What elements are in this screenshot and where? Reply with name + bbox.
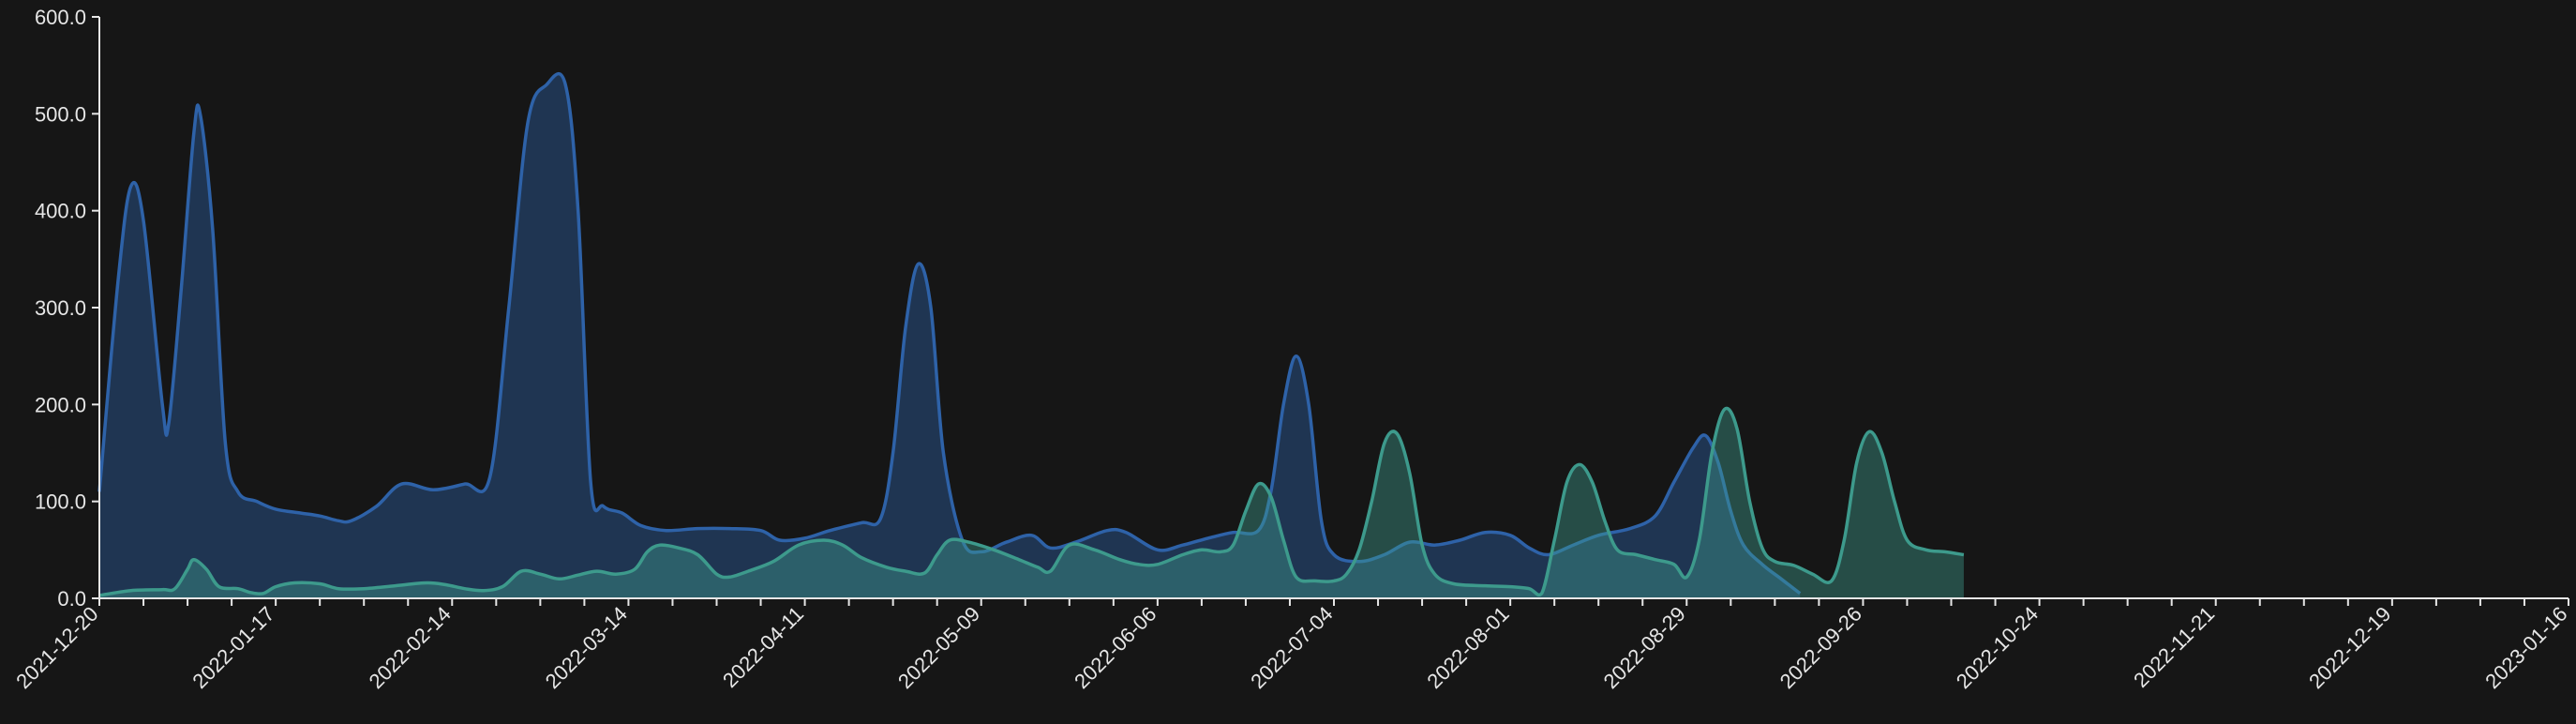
x-tick-label: 2022-11-21 <box>2129 602 2219 692</box>
x-tick-label: 2022-12-19 <box>2304 602 2395 693</box>
x-tick-label: 2022-03-14 <box>541 602 632 693</box>
x-tick-label: 2022-02-14 <box>365 602 456 693</box>
x-tick-label: 2022-08-29 <box>1599 602 1690 693</box>
x-axis: 2021-12-20 2022-01-17 2022-02-14 2022-03-14… <box>11 597 2572 693</box>
series-teal-area <box>99 408 1964 598</box>
x-tick-label: 2022-07-04 <box>1246 602 1337 693</box>
series-blue-area <box>99 73 1801 598</box>
series-areas <box>97 71 1965 598</box>
x-tick-label: 2023-01-16 <box>2480 602 2571 693</box>
y-tick-label: 300.0 <box>35 296 86 320</box>
series-teal-line <box>98 406 1965 597</box>
y-tick-label: 100.0 <box>35 490 86 514</box>
y-tick-label: 200.0 <box>35 393 86 416</box>
x-tick-label: 2022-05-09 <box>893 602 984 693</box>
y-tick-label: 600.0 <box>35 6 86 29</box>
series-blue-line <box>97 71 1802 596</box>
x-tick-label: 2022-08-01 <box>1422 602 1513 693</box>
x-tick-label: 2022-04-11 <box>718 602 808 692</box>
y-tick-label: 0.0 <box>57 587 86 611</box>
x-tick-label: 2021-12-20 <box>11 602 102 693</box>
y-tick-label: 500.0 <box>35 102 86 126</box>
x-tick-label: 2022-06-06 <box>1070 602 1161 693</box>
x-tick-label: 2022-10-24 <box>1952 602 2043 693</box>
x-tick-label: 2022-01-17 <box>187 602 278 693</box>
x-tick-label: 2022-09-26 <box>1775 602 1866 693</box>
y-tick-label: 400.0 <box>35 200 86 223</box>
y-axis: 0.0 100.0 200.0 300.0 400.0 500.0 600.0 <box>35 6 100 611</box>
